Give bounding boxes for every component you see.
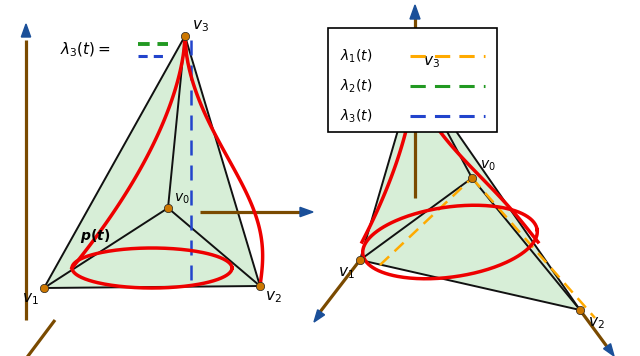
Text: $\boldsymbol{v_2}$: $\boldsymbol{v_2}$ [265, 289, 282, 305]
FancyBboxPatch shape [328, 28, 497, 132]
Text: $\boldsymbol{v_3}$: $\boldsymbol{v_3}$ [192, 18, 209, 34]
Polygon shape [360, 72, 580, 310]
Text: $\lambda_3(t)$: $\lambda_3(t)$ [340, 107, 372, 125]
Text: $\boldsymbol{v_0}$: $\boldsymbol{v_0}$ [480, 159, 496, 173]
Text: $\lambda_1(t)$: $\lambda_1(t)$ [340, 47, 372, 65]
Polygon shape [300, 207, 313, 217]
Polygon shape [44, 208, 260, 288]
Text: $\boldsymbol{v_0}$: $\boldsymbol{v_0}$ [174, 192, 189, 206]
Text: $\lambda_2(t)$: $\lambda_2(t)$ [340, 77, 372, 95]
Polygon shape [314, 310, 324, 322]
Polygon shape [604, 344, 614, 356]
Text: $\boldsymbol{v_2}$: $\boldsymbol{v_2}$ [588, 315, 605, 331]
Polygon shape [360, 72, 472, 260]
Text: $\boldsymbol{p(t)}$: $\boldsymbol{p(t)}$ [80, 227, 110, 245]
Polygon shape [415, 72, 580, 310]
Polygon shape [360, 178, 580, 310]
Polygon shape [44, 36, 185, 288]
Text: $\boldsymbol{v_1}$: $\boldsymbol{v_1}$ [22, 291, 39, 307]
Polygon shape [21, 24, 31, 37]
Text: $\lambda_3(t) =$: $\lambda_3(t) =$ [60, 41, 111, 59]
Text: $\boldsymbol{v_1}$: $\boldsymbol{v_1}$ [339, 265, 355, 281]
Polygon shape [168, 36, 260, 286]
Polygon shape [410, 5, 420, 19]
Polygon shape [44, 36, 260, 288]
Text: $\boldsymbol{v_3}$: $\boldsymbol{v_3}$ [423, 54, 440, 70]
